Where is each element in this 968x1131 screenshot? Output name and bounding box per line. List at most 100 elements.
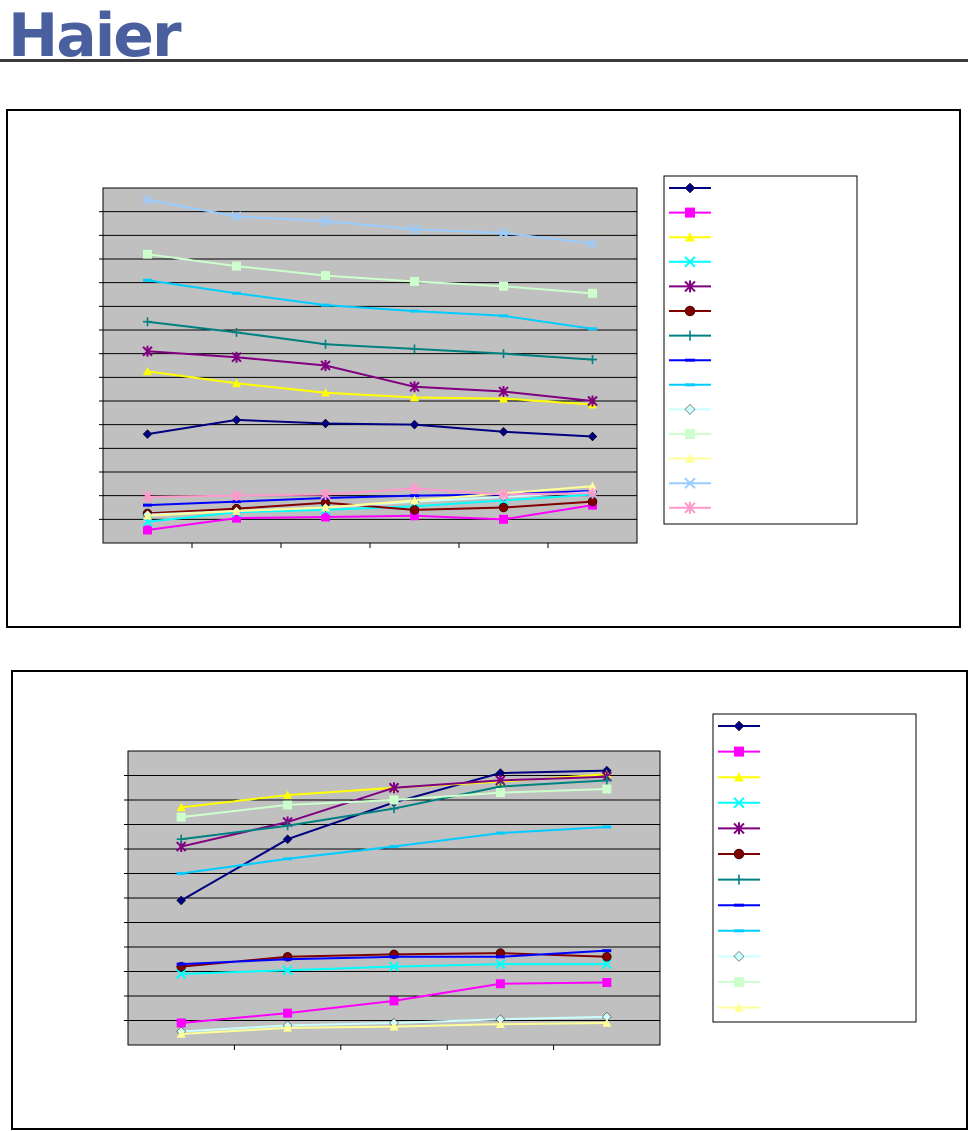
data-point [389, 804, 399, 814]
series-line [147, 198, 593, 245]
data-point [602, 978, 612, 988]
series-line [147, 504, 593, 531]
data-point [495, 831, 505, 835]
data-point [499, 514, 508, 524]
data-point [498, 227, 509, 239]
legend-marker [685, 453, 695, 463]
data-point [410, 344, 419, 354]
legend-item [718, 977, 760, 987]
data-point [409, 505, 420, 515]
chart-1 [99, 175, 858, 548]
data-point [231, 351, 242, 363]
data-point [321, 388, 330, 397]
chart-1-frame [6, 109, 961, 628]
data-point [320, 360, 331, 371]
data-point [232, 327, 241, 337]
legend-marker [733, 720, 745, 732]
legend-item [669, 477, 711, 489]
series-line [147, 487, 593, 498]
legend-item [718, 929, 760, 933]
data-point [389, 845, 399, 849]
legend-marker [685, 207, 695, 218]
data-point [231, 211, 242, 222]
legend-item [669, 182, 711, 194]
legend-marker [734, 874, 744, 885]
data-point [602, 784, 612, 794]
legend-marker [733, 822, 745, 835]
data-point [587, 395, 598, 407]
legend-marker [684, 404, 696, 415]
legend-marker [685, 358, 695, 362]
legend-marker [685, 429, 695, 439]
chart-1-legend [663, 175, 858, 525]
data-point [499, 281, 508, 291]
data-point [601, 958, 613, 970]
legend-item [669, 453, 711, 463]
legend-item [669, 232, 711, 242]
legend-marker [734, 746, 744, 757]
data-point [588, 288, 597, 298]
data-point [602, 952, 612, 962]
data-point [143, 317, 152, 327]
data-point [232, 378, 241, 388]
data-point [602, 949, 612, 953]
data-point [142, 429, 153, 439]
data-point [499, 394, 508, 403]
data-point [142, 194, 153, 206]
legend-item [669, 501, 711, 514]
legend-marker [685, 330, 695, 341]
series-line [147, 493, 593, 523]
data-point [495, 788, 505, 798]
legend-marker [684, 305, 696, 317]
legend-item [669, 358, 711, 362]
data-point [176, 872, 186, 875]
data-point [409, 419, 420, 430]
legend-box [663, 175, 858, 525]
legend-marker [685, 232, 695, 242]
data-point [587, 487, 598, 499]
data-point [410, 276, 419, 286]
legend-marker [734, 929, 744, 933]
data-point [142, 491, 153, 503]
data-point [143, 503, 152, 507]
data-point [283, 1023, 293, 1032]
legend-item [718, 903, 760, 907]
data-point [388, 782, 400, 794]
legend-box [712, 713, 917, 1023]
legend-item [718, 746, 760, 757]
chart-2-series-11 [176, 784, 612, 822]
series-line [147, 350, 593, 402]
chart-2-series-2 [176, 978, 612, 1028]
chart-2-series-4 [175, 958, 613, 980]
legend-marker [684, 280, 696, 293]
data-point [410, 309, 419, 313]
legend-item [669, 330, 711, 341]
data-point [409, 381, 420, 393]
data-point [176, 812, 186, 822]
data-point [176, 895, 187, 906]
chart-1-series-13 [142, 194, 598, 249]
data-point [143, 278, 152, 282]
data-point [498, 386, 509, 398]
legend-item [718, 772, 760, 782]
legend-item [718, 951, 760, 962]
series-line [147, 500, 593, 515]
data-point [588, 355, 597, 365]
series-line [147, 320, 593, 361]
chart-1-series-9 [143, 278, 597, 331]
data-point [409, 483, 420, 495]
data-point [602, 775, 612, 785]
data-point [495, 955, 505, 959]
data-point [143, 511, 152, 520]
data-point [175, 968, 187, 980]
data-point [232, 291, 241, 295]
data-point [321, 339, 330, 349]
data-point [495, 958, 506, 970]
chart-2-series-9 [176, 825, 612, 875]
chart-2-legend [712, 713, 917, 1023]
data-point [143, 366, 152, 376]
data-point [283, 790, 293, 799]
data-point [499, 314, 508, 318]
data-point [143, 525, 152, 535]
data-point [320, 418, 331, 429]
